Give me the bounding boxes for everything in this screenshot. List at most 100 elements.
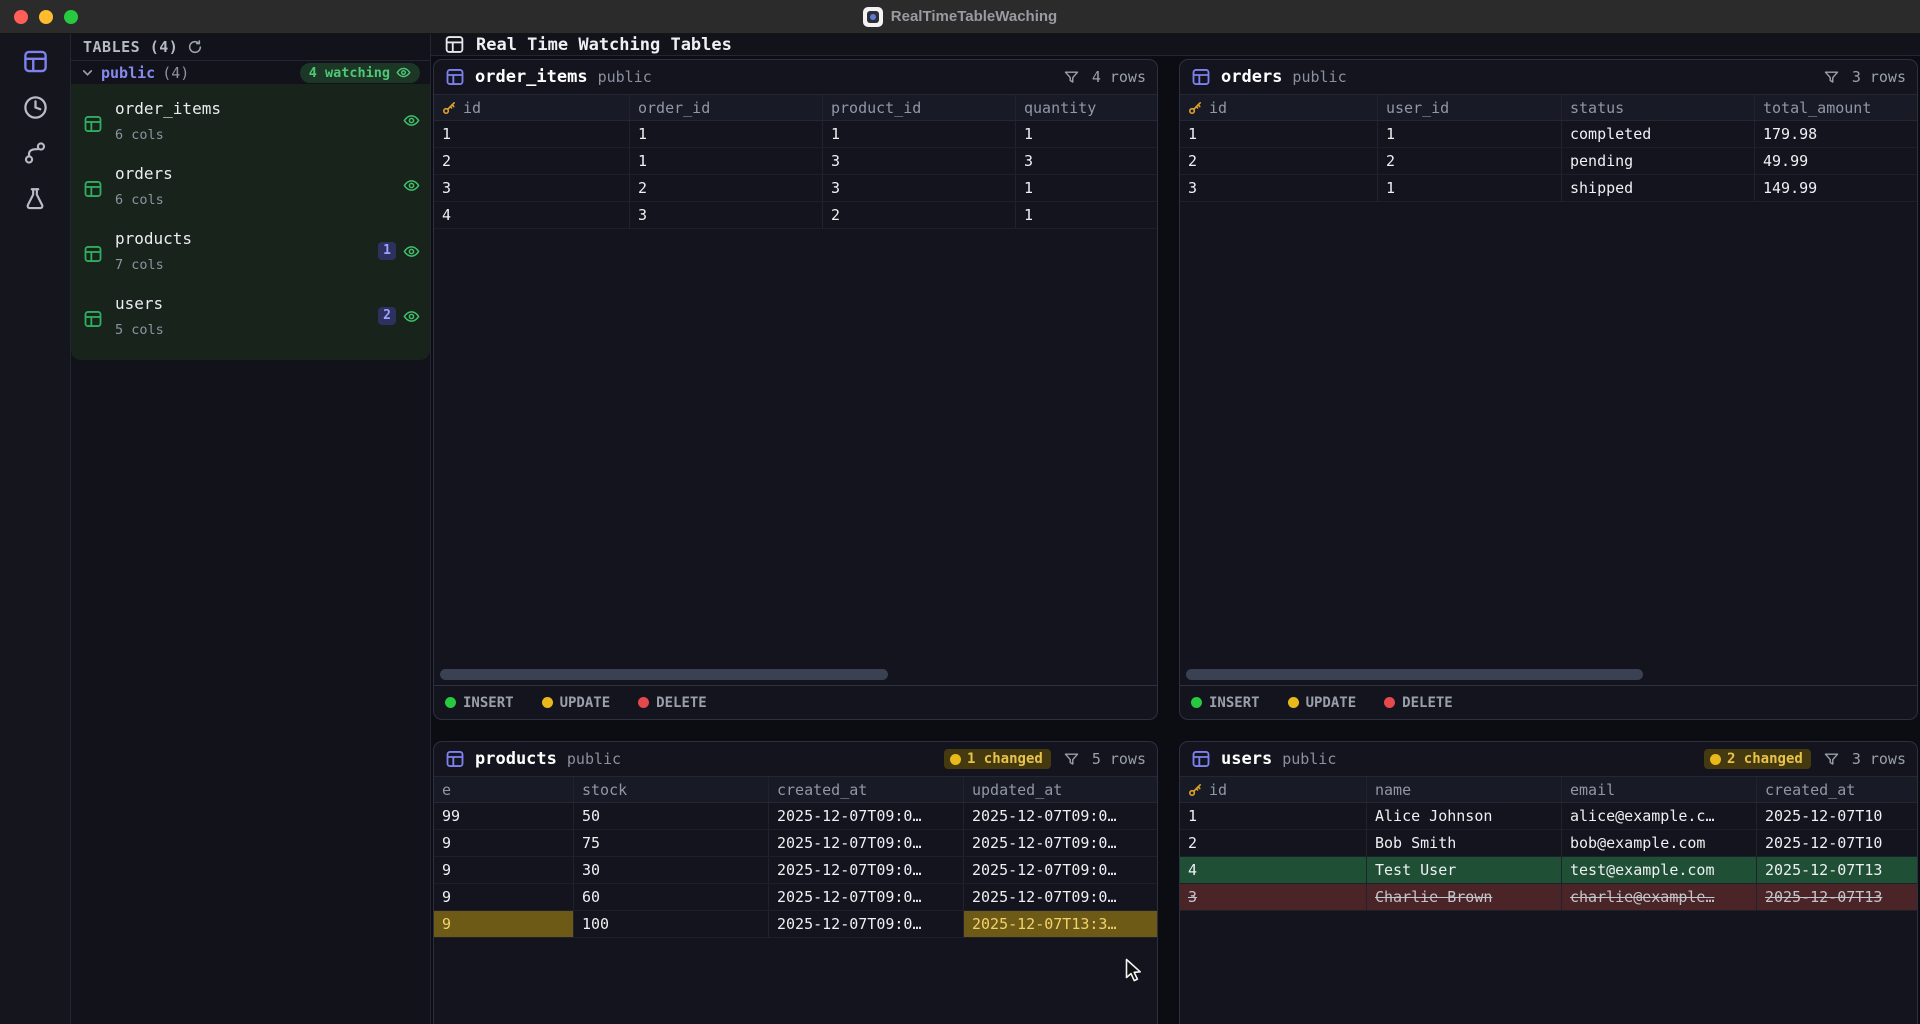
- experiments-flask-icon[interactable]: [20, 184, 50, 214]
- table-cell: 2: [630, 175, 823, 201]
- sidebar-table-orders[interactable]: orders 6 cols: [71, 155, 430, 220]
- window-title-group: RealTimeTableWaching: [862, 6, 1057, 27]
- table-cell: 2025-12-07T09:0…: [769, 911, 964, 937]
- sidebar-table-users[interactable]: users 5 cols 2: [71, 285, 430, 350]
- table-row[interactable]: 1 1 completed 179.98: [1180, 121, 1917, 148]
- table-cell: 1: [1024, 125, 1034, 143]
- eye-icon[interactable]: [403, 177, 420, 194]
- table-cell: 2025-12-07T09:0…: [769, 803, 964, 829]
- refresh-icon[interactable]: [187, 39, 203, 55]
- table-row[interactable]: 9 60 2025-12-07T09:0… 2025-12-07T09:0…: [434, 884, 1157, 911]
- table-cell: Charlie Brown: [1367, 884, 1562, 910]
- table-cell: Bob Smith: [1367, 830, 1562, 856]
- table-icon: [445, 67, 465, 87]
- table-row[interactable]: 9 30 2025-12-07T09:0… 2025-12-07T09:0…: [434, 857, 1157, 884]
- table-row[interactable]: 1 Alice Johnson alice@example.c… 2025-12-07…: [1180, 803, 1917, 830]
- column-header-e[interactable]: e: [434, 777, 574, 802]
- table-cell: 2025-12-07T09:0…: [769, 857, 964, 883]
- filter-icon[interactable]: [1063, 751, 1080, 768]
- filter-icon[interactable]: [1823, 751, 1840, 768]
- panel-users: users public 2 changed 3 rows id name emai…: [1179, 741, 1918, 1024]
- schema-row-public[interactable]: public (4) 4 watching: [71, 61, 430, 84]
- table-row[interactable]: 9 75 2025-12-07T09:0… 2025-12-07T09:0…: [434, 830, 1157, 857]
- column-header-id[interactable]: id: [434, 95, 630, 120]
- update-dot-icon: [1287, 697, 1299, 708]
- table-row[interactable]: 4 Test User test@example.com 2025-12-07T13: [1180, 857, 1917, 884]
- table-icon: [83, 114, 103, 138]
- table-row[interactable]: 9 100 2025-12-07T09:0… 2025-12-07T13:3…: [434, 911, 1157, 938]
- eye-icon[interactable]: [396, 65, 411, 80]
- table-cell: 1: [1180, 803, 1367, 829]
- panel-title: products: [475, 749, 557, 769]
- eye-icon[interactable]: [403, 243, 420, 260]
- sidebar-table-name: order_items: [115, 99, 221, 118]
- column-header-email[interactable]: email: [1562, 777, 1757, 802]
- table-cell: 1: [1180, 121, 1378, 147]
- column-header-user_id[interactable]: user_id: [1378, 95, 1562, 120]
- table-cell: 1: [1378, 175, 1562, 201]
- table-cell: 1: [823, 121, 1016, 147]
- table-icon: [444, 34, 465, 55]
- sidebar-table-name: users: [115, 294, 164, 313]
- delete-dot-icon: [638, 697, 650, 708]
- column-header-created_at[interactable]: created_at: [1765, 780, 1856, 799]
- eye-icon[interactable]: [403, 308, 420, 325]
- column-header-name[interactable]: name: [1367, 777, 1562, 802]
- column-header-product_id[interactable]: product_id: [823, 95, 1016, 120]
- table-row[interactable]: 2 2 pending 49.99: [1180, 148, 1917, 175]
- sidebar-table-products[interactable]: products 7 cols 1: [71, 220, 430, 285]
- column-header-updated_at[interactable]: updated_at: [972, 780, 1063, 799]
- horizontal-scrollbar[interactable]: [440, 669, 889, 680]
- table-cell: 60: [574, 884, 769, 910]
- panel-schema: public: [597, 68, 652, 86]
- filter-icon[interactable]: [1823, 69, 1840, 86]
- zoom-button[interactable]: [64, 10, 78, 24]
- close-button[interactable]: [14, 10, 28, 24]
- table-row[interactable]: 99 50 2025-12-07T09:0… 2025-12-07T09:0…: [434, 803, 1157, 830]
- changed-dot-icon: [1709, 753, 1721, 765]
- git-branch-icon[interactable]: [20, 138, 50, 168]
- table-cell: 1: [434, 121, 630, 147]
- minimize-button[interactable]: [39, 10, 53, 24]
- column-header-row: e stock created_at updated_at: [434, 776, 1157, 803]
- horizontal-scrollbar[interactable]: [1186, 669, 1643, 680]
- table-icon: [445, 749, 465, 769]
- tables-view-icon[interactable]: [20, 46, 50, 76]
- column-header-id[interactable]: id: [1180, 777, 1367, 802]
- eye-icon[interactable]: [403, 112, 420, 129]
- table-cell: 3: [1180, 175, 1378, 201]
- table-row[interactable]: 3 Charlie Brown charlie@example… 2025-12-07…: [1180, 884, 1917, 911]
- column-header-total_amount[interactable]: total_amount: [1763, 98, 1872, 117]
- table-cell: 2025-12-07T13: [1765, 861, 1883, 879]
- column-header-created_at[interactable]: created_at: [769, 777, 964, 802]
- column-header-quantity[interactable]: quantity: [1024, 98, 1097, 117]
- filter-icon[interactable]: [1063, 69, 1080, 86]
- column-header-id[interactable]: id: [1180, 95, 1378, 120]
- changed-badge: 2 changed: [1703, 749, 1811, 769]
- legend-delete: DELETE: [1384, 695, 1453, 711]
- primary-key-icon: [1188, 100, 1203, 115]
- table-cell: 2: [434, 148, 630, 174]
- table-cell: 2025-12-07T09:0…: [972, 861, 1117, 879]
- column-header-status[interactable]: status: [1562, 95, 1755, 120]
- legend-insert: INSERT: [445, 695, 514, 711]
- sidebar-table-cols: 6 cols: [115, 192, 164, 208]
- column-header-stock[interactable]: stock: [574, 777, 769, 802]
- panel-products: products public 1 changed 5 rows e stock c…: [433, 741, 1158, 1024]
- sidebar-table-cols: 5 cols: [115, 322, 164, 338]
- table-cell: 2025-12-07T10: [1765, 807, 1883, 825]
- table-rows: 1 1 completed 179.98 2 2 pending 49.99 3 1 shipped…: [1180, 121, 1917, 202]
- sidebar-table-order_items[interactable]: order_items 6 cols: [71, 90, 430, 155]
- table-row[interactable]: 2 Bob Smith bob@example.com 2025-12-07T10: [1180, 830, 1917, 857]
- main-area: Real Time Watching Tables order_items pu…: [431, 34, 1920, 1024]
- table-row[interactable]: 3 1 shipped 149.99: [1180, 175, 1917, 202]
- changed-dot-icon: [949, 753, 961, 765]
- column-header-order_id[interactable]: order_id: [630, 95, 823, 120]
- sidebar-table-list: order_items 6 cols orders 6 cols products 7 c…: [71, 84, 430, 360]
- history-clock-icon[interactable]: [20, 92, 50, 122]
- legend-insert: INSERT: [1191, 695, 1260, 711]
